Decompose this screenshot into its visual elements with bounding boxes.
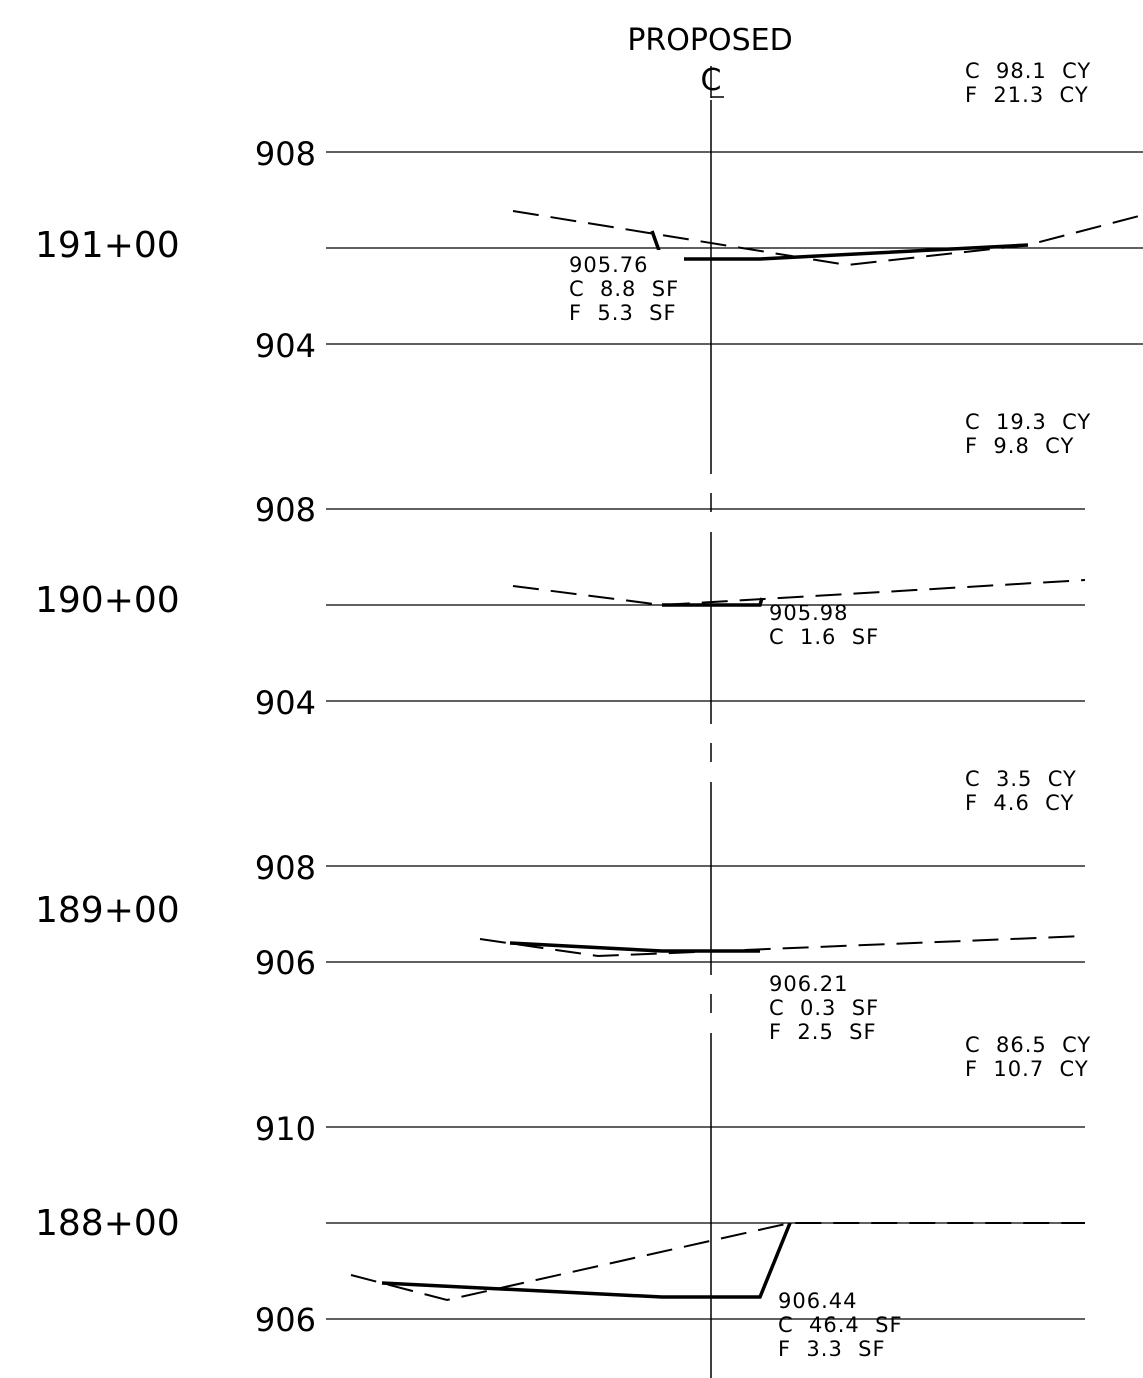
elevation-label: 910 bbox=[255, 1110, 316, 1148]
volume-fill: F 9.8 CY bbox=[965, 434, 1074, 458]
section-190-00: 190+00 908 904 905.98 C 1.6 SF C 19.3 CY… bbox=[35, 410, 1091, 722]
section-189-00: 189+00 908 906 906.21 C 0.3 SF F 2.5 SF … bbox=[35, 767, 1086, 1044]
area-fill: F 2.5 SF bbox=[769, 1020, 877, 1044]
volume-cut: C 3.5 CY bbox=[965, 767, 1077, 791]
existing-ground-line bbox=[512, 210, 1143, 267]
volume-cut: C 86.5 CY bbox=[965, 1033, 1091, 1057]
station-label: 191+00 bbox=[35, 225, 180, 266]
profile-elevation: 906.44 bbox=[778, 1289, 857, 1313]
volume-fill: F 21.3 CY bbox=[965, 83, 1089, 107]
proposed-grade-line bbox=[381, 1222, 792, 1299]
station-label: 190+00 bbox=[35, 580, 180, 621]
area-cut: C 8.8 SF bbox=[569, 277, 679, 301]
proposed-grade-line bbox=[650, 230, 1029, 261]
section-191-00: 191+00 908 904 905.76 C 8.8 SF F 5.3 SF … bbox=[35, 59, 1143, 365]
proposed-label: PROPOSED bbox=[627, 23, 792, 58]
elevation-label: 906 bbox=[255, 944, 316, 982]
elevation-label: 908 bbox=[255, 491, 316, 529]
station-label: 188+00 bbox=[35, 1203, 180, 1244]
profile-elevation: 905.76 bbox=[569, 253, 648, 277]
volume-fill: F 4.6 CY bbox=[965, 791, 1074, 815]
elevation-label: 904 bbox=[255, 684, 316, 722]
centerline-symbol: C bbox=[701, 63, 724, 98]
volume-cut: C 19.3 CY bbox=[965, 410, 1091, 434]
volume-cut: C 98.1 CY bbox=[965, 59, 1091, 83]
volume-fill: F 10.7 CY bbox=[965, 1057, 1089, 1081]
area-fill: F 3.3 SF bbox=[778, 1337, 886, 1361]
station-label: 189+00 bbox=[35, 890, 180, 931]
elevation-label: 908 bbox=[255, 849, 316, 887]
area-cut: C 46.4 SF bbox=[778, 1313, 903, 1337]
elevation-label: 904 bbox=[255, 327, 316, 365]
profile-elevation: 905.98 bbox=[769, 601, 848, 625]
area-cut: C 0.3 SF bbox=[769, 996, 879, 1020]
area-fill: F 5.3 SF bbox=[569, 301, 677, 325]
profile-elevation: 906.21 bbox=[769, 972, 848, 996]
section-188-00: 188+00 910 906 906.44 C 46.4 SF F 3.3 SF… bbox=[35, 1033, 1091, 1361]
proposed-grade-line bbox=[509, 941, 760, 953]
area-cut: C 1.6 SF bbox=[769, 625, 879, 649]
existing-ground-line bbox=[350, 1222, 1085, 1302]
elevation-label: 908 bbox=[255, 135, 316, 173]
existing-ground-line bbox=[512, 579, 1086, 607]
proposed-grade-line bbox=[662, 597, 764, 607]
elevation-label: 906 bbox=[255, 1301, 316, 1339]
